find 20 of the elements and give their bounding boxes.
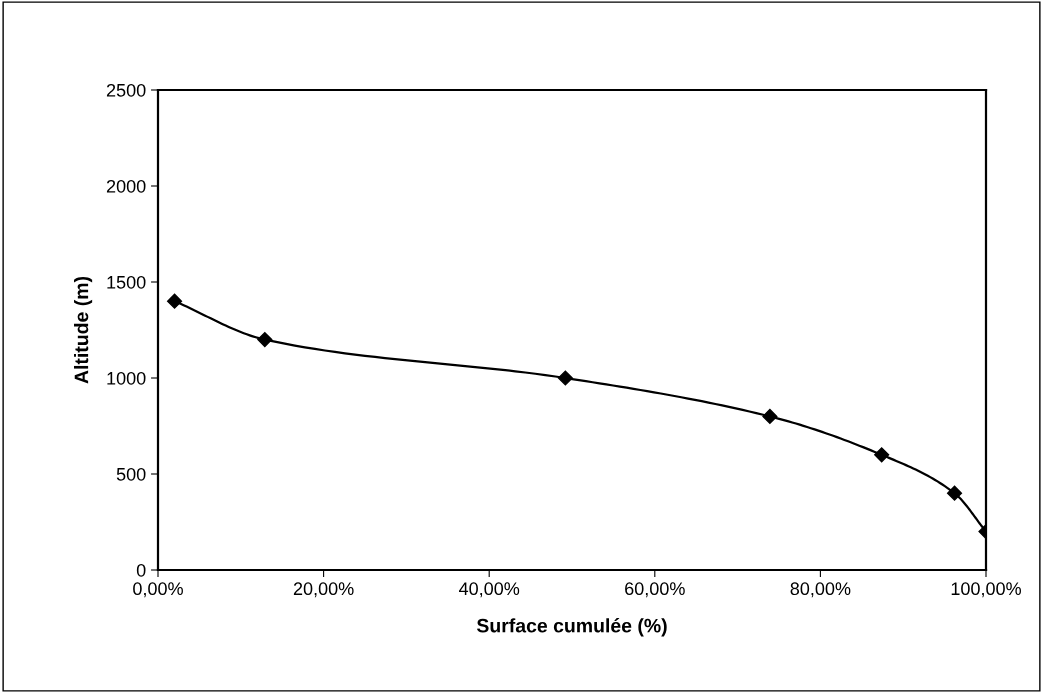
x-axis-title: Surface cumulée (%) bbox=[476, 618, 667, 637]
point bbox=[557, 370, 573, 386]
y-tick-label: 2500 bbox=[106, 83, 146, 97]
x-tick-label: 100,00% bbox=[951, 582, 1021, 598]
point bbox=[874, 447, 890, 463]
point bbox=[946, 485, 963, 501]
y-tick-label: 1500 bbox=[107, 275, 146, 289]
y-axis-title: Altitude (m) bbox=[74, 276, 93, 384]
x-tick-label: 20,00% bbox=[293, 582, 354, 598]
point bbox=[257, 332, 273, 348]
x-tick-label: 40,00% bbox=[459, 582, 520, 598]
point bbox=[762, 408, 778, 424]
x-tick-label: 60,00% bbox=[625, 582, 685, 598]
point bbox=[166, 293, 183, 309]
y-tick-label: 2000 bbox=[106, 179, 146, 193]
y-tick-label: 1000 bbox=[107, 371, 146, 385]
x-tick-label: 0,00% bbox=[133, 582, 183, 598]
x-tick-label: 80,00% bbox=[790, 582, 851, 598]
y-tick-label: 500 bbox=[116, 467, 146, 481]
y-tick-label: 0 bbox=[136, 563, 146, 577]
